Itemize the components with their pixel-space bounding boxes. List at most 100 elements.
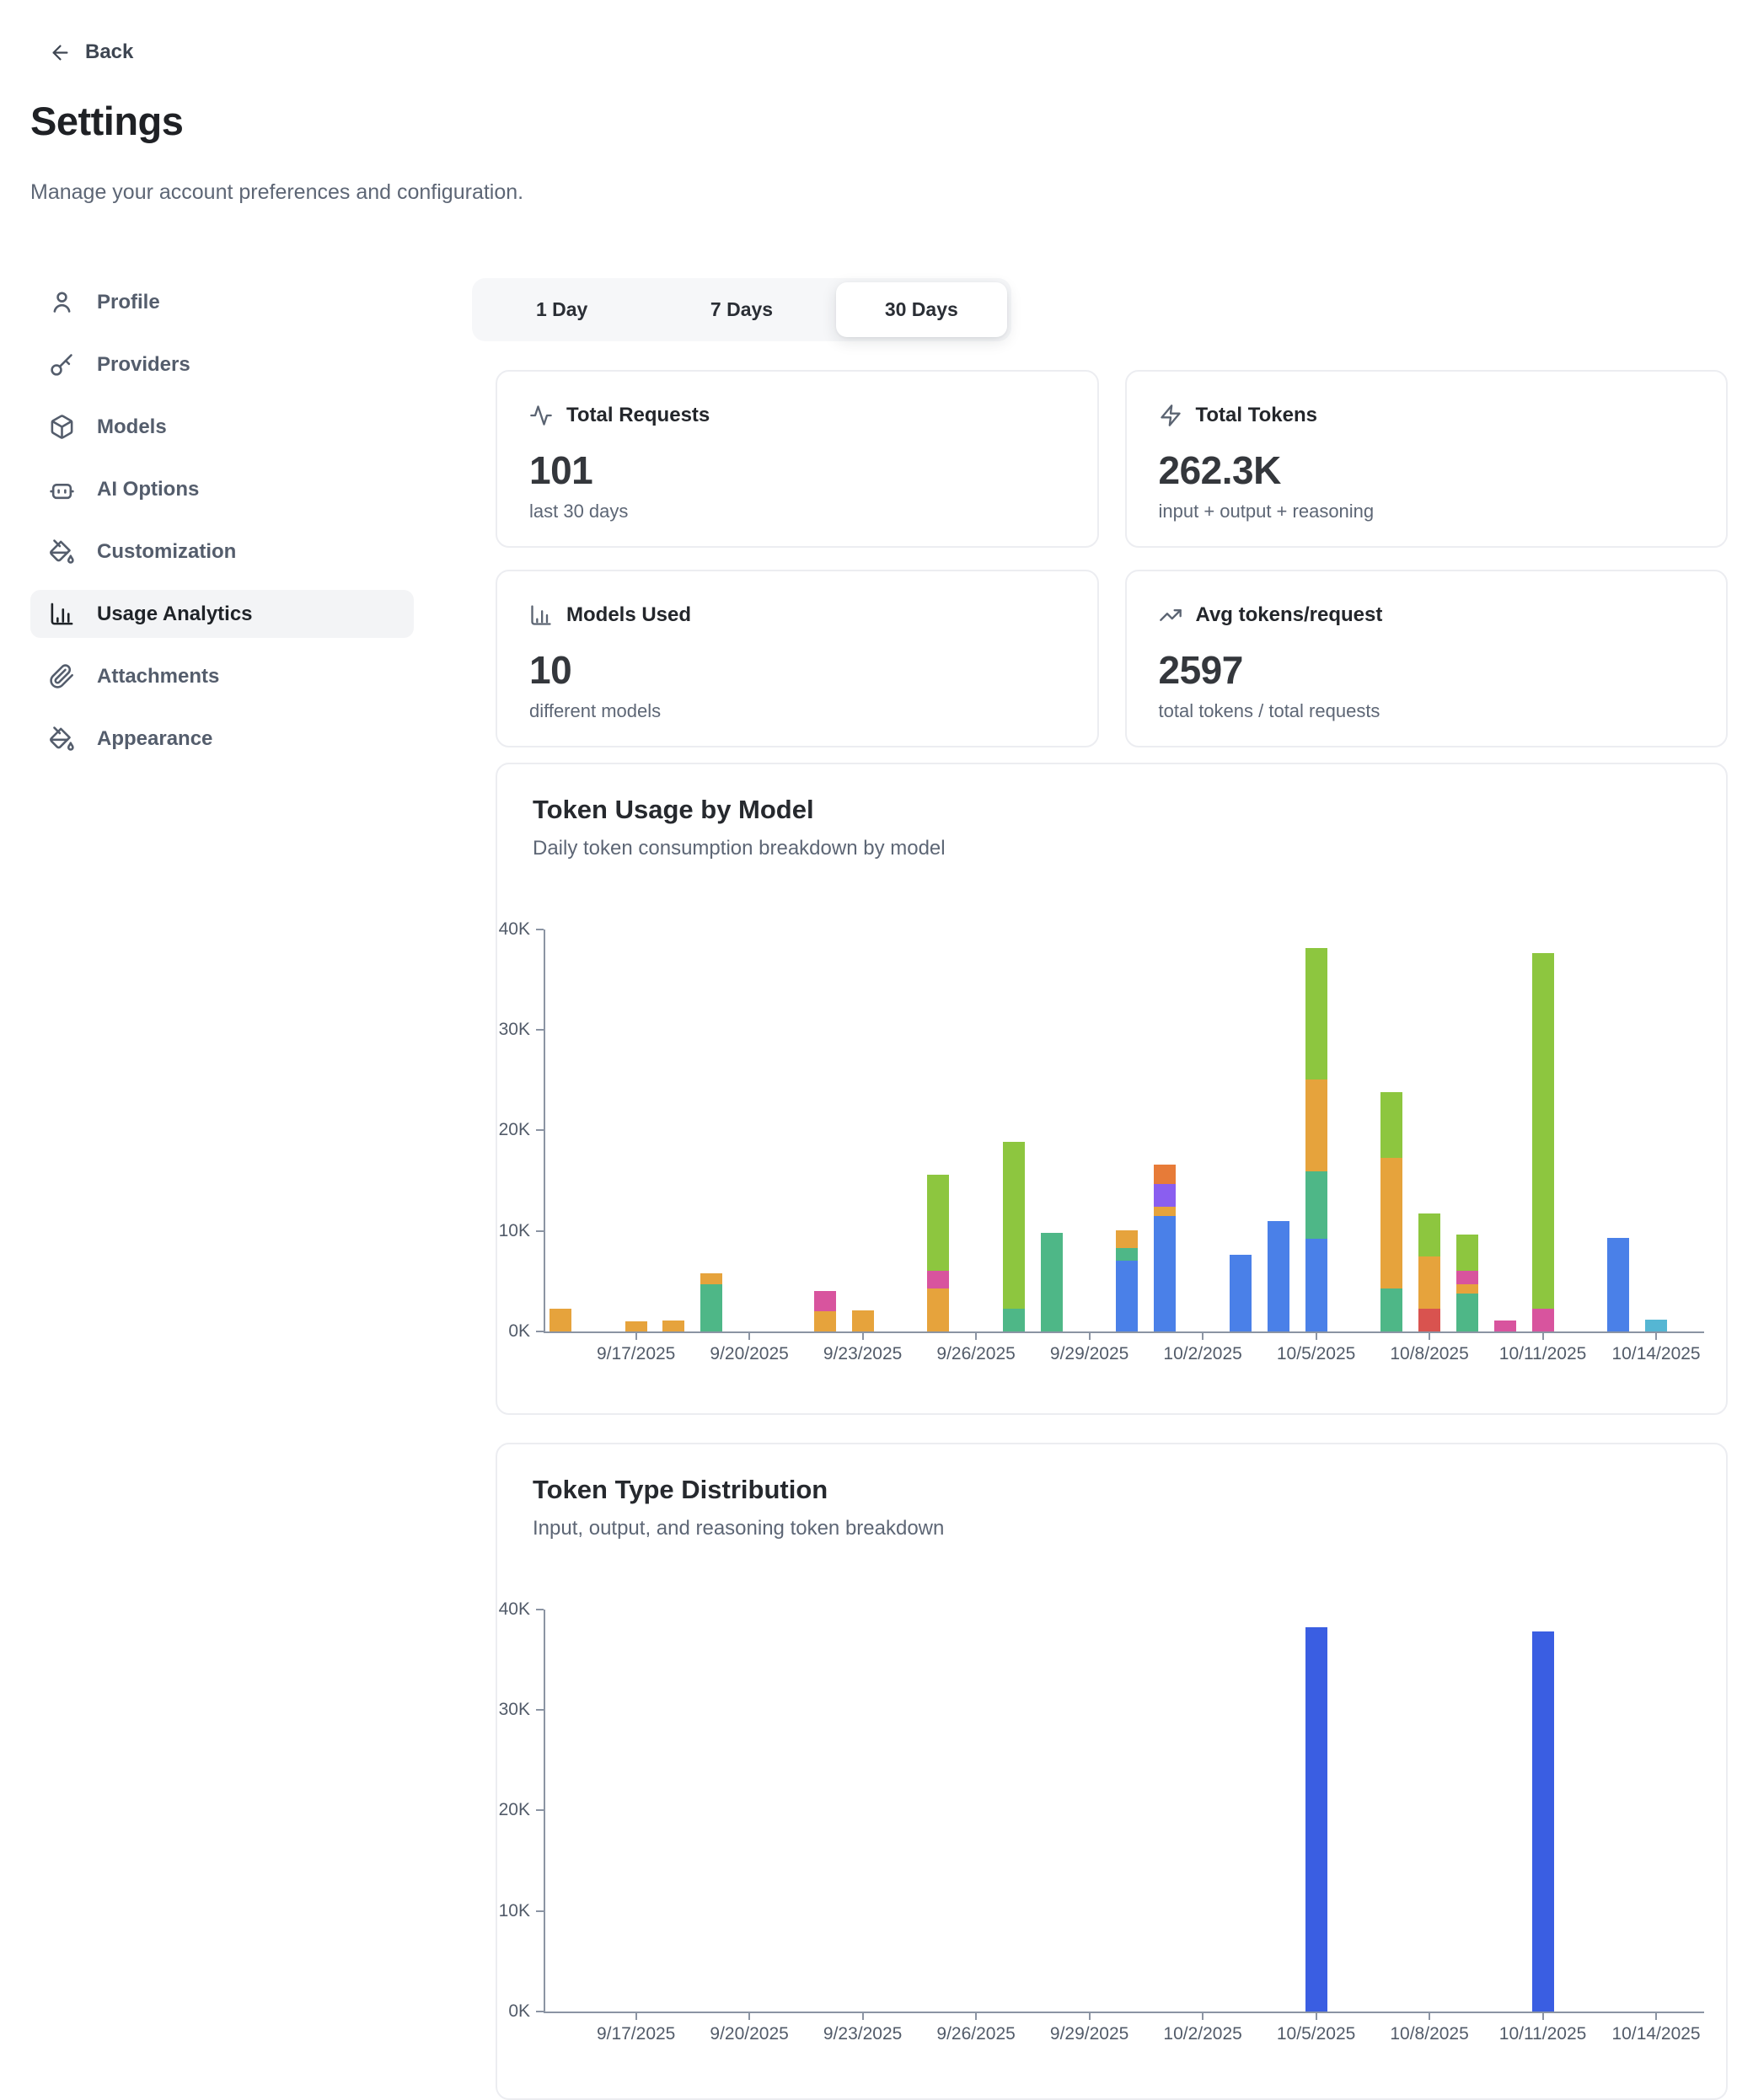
sidebar-item-label: Usage Analytics <box>97 602 253 625</box>
y-tick-mark <box>536 1608 544 1610</box>
bar-segment-lightgreen <box>1455 1235 1478 1272</box>
stat-card-header: Total Tokens <box>1159 404 1693 427</box>
bar-segment-orange <box>662 1320 685 1331</box>
stat-subtext: last 30 days <box>529 501 629 522</box>
y-tick-label: 20K <box>498 1800 530 1820</box>
x-tick-label: 9/26/2025 <box>936 2024 1016 2044</box>
sidebar-item-ai-options[interactable]: AI Options <box>30 465 414 513</box>
bar-segment-cyan <box>1645 1319 1668 1331</box>
y-tick-mark <box>536 1229 544 1232</box>
stat-card-header: Avg tokens/request <box>1159 603 1693 627</box>
stat-card-header: Total Requests <box>529 404 1064 427</box>
sidebar-item-profile[interactable]: Profile <box>30 278 414 326</box>
bar-chart-icon <box>529 603 553 627</box>
x-axis-line <box>544 1331 1704 1333</box>
y-tick-mark <box>536 1129 544 1132</box>
bar-segment-pink <box>1493 1320 1516 1331</box>
x-tick-label: 10/5/2025 <box>1276 1344 1356 1363</box>
y-tick-mark <box>536 1910 544 1912</box>
sidebar-item-models[interactable]: Models <box>30 403 414 451</box>
sidebar-item-attachments[interactable]: Attachments <box>30 652 414 700</box>
sidebar-item-appearance[interactable]: Appearance <box>30 715 414 763</box>
back-label: Back <box>85 40 134 63</box>
package-icon <box>49 414 75 440</box>
x-tick-label: 9/23/2025 <box>823 2024 903 2044</box>
x-tick-label: 10/11/2025 <box>1498 2024 1587 2044</box>
bar-segment-royalblue <box>1305 1627 1327 2012</box>
paint-bucket-icon <box>49 726 75 752</box>
y-tick-label: 40K <box>498 1599 530 1619</box>
x-tick-mark <box>1429 1331 1431 1340</box>
sidebar-item-customization[interactable]: Customization <box>30 528 414 576</box>
y-tick-label: 30K <box>498 1700 530 1720</box>
bar-segment-orange <box>813 1311 836 1331</box>
token-usage-by-model-card: Token Usage by Model Daily token consump… <box>496 763 1728 1415</box>
bar-segment-orange <box>1455 1283 1478 1294</box>
bar-segment-pink <box>813 1291 836 1312</box>
sidebar-item-label: Providers <box>97 352 190 376</box>
zap-icon <box>1159 404 1182 427</box>
arrow-left-icon <box>49 41 72 64</box>
bar-chart-icon <box>49 601 75 627</box>
chart-subtitle: Input, output, and reasoning token break… <box>533 1517 945 1540</box>
activity-icon <box>529 404 553 427</box>
sidebar-item-providers[interactable]: Providers <box>30 340 414 388</box>
y-tick-mark <box>536 1709 544 1712</box>
tab-30-days[interactable]: 30 Days <box>835 282 1007 337</box>
x-tick-mark <box>861 2012 864 2020</box>
token-usage-plot: 0K 10K 20K 30K 40K 9/17/2025 9/20/2025 9/23/202… <box>497 764 1726 1413</box>
back-button[interactable]: Back <box>49 40 133 64</box>
y-tick-label: 10K <box>498 1220 530 1240</box>
chart-title: Token Usage by Model <box>533 795 814 824</box>
x-tick-mark <box>1088 2012 1091 2020</box>
x-tick-mark <box>861 1331 864 1340</box>
bar-segment-blue <box>1229 1255 1252 1331</box>
x-tick-label: 10/14/2025 <box>1611 2024 1701 2044</box>
bar-segment-blue <box>1267 1220 1289 1331</box>
stat-value: 101 <box>529 448 593 492</box>
bar-segment-lightgreen <box>1002 1141 1025 1309</box>
bar-segment-teal <box>700 1283 723 1331</box>
page-subtitle: Manage your account preferences and conf… <box>30 180 524 204</box>
bar-segment-orange <box>1418 1256 1441 1309</box>
bar-segment-orange <box>1305 1079 1327 1172</box>
stat-title: Models Used <box>566 603 692 626</box>
stat-cards: Total Requests 101 last 30 days Total Token… <box>496 370 1728 747</box>
main-content: 1 Day 7 Days 30 Days Total Requests 101 last… <box>472 278 1728 2100</box>
bot-icon <box>49 476 75 502</box>
y-tick-label: 0K <box>508 1321 530 1341</box>
x-tick-mark <box>1315 1331 1317 1340</box>
sidebar-item-label: Attachments <box>97 664 220 688</box>
bar-segment-lightgreen <box>1380 1092 1403 1158</box>
y-tick-label: 20K <box>498 1120 530 1140</box>
y-tick-label: 40K <box>498 919 530 939</box>
x-tick-label: 10/11/2025 <box>1498 1344 1587 1363</box>
bar-segment-teal <box>1455 1293 1478 1331</box>
sidebar-item-usage-analytics[interactable]: Usage Analytics <box>30 590 414 638</box>
x-tick-mark <box>1541 2012 1544 2020</box>
page-title: Settings <box>30 99 184 143</box>
y-tick-label: 10K <box>498 1900 530 1921</box>
bar-segment-orange <box>1154 1207 1177 1216</box>
tab-1-day[interactable]: 1 Day <box>535 298 588 320</box>
stat-card-header: Models Used <box>529 603 1064 627</box>
x-tick-mark <box>1541 1331 1544 1340</box>
y-axis-line <box>544 929 545 1331</box>
x-tick-mark <box>635 1331 637 1340</box>
stat-title: Total Tokens <box>1195 404 1317 426</box>
tab-7-days[interactable]: 7 Days <box>710 298 774 320</box>
paint-bucket-icon <box>49 538 75 565</box>
x-tick-mark <box>1655 2012 1658 2020</box>
settings-page: { "back": { "label": "Back", "icon": "ar… <box>30 40 1728 2100</box>
y-tick-mark <box>536 1331 544 1332</box>
sidebar-item-label: Profile <box>97 290 160 313</box>
x-tick-mark <box>975 1331 978 1340</box>
x-tick-label: 9/17/2025 <box>596 2024 676 2044</box>
bar-segment-blue <box>1154 1215 1177 1331</box>
token-type-distribution-card: Token Type Distribution Input, output, a… <box>496 1443 1728 2100</box>
bar-segment-orange <box>851 1310 874 1331</box>
stat-subtext: different models <box>529 700 662 721</box>
bar-segment-teal <box>1002 1308 1025 1331</box>
x-tick-label: 9/20/2025 <box>710 2024 789 2044</box>
bar-segment-lightgreen <box>1305 948 1327 1079</box>
